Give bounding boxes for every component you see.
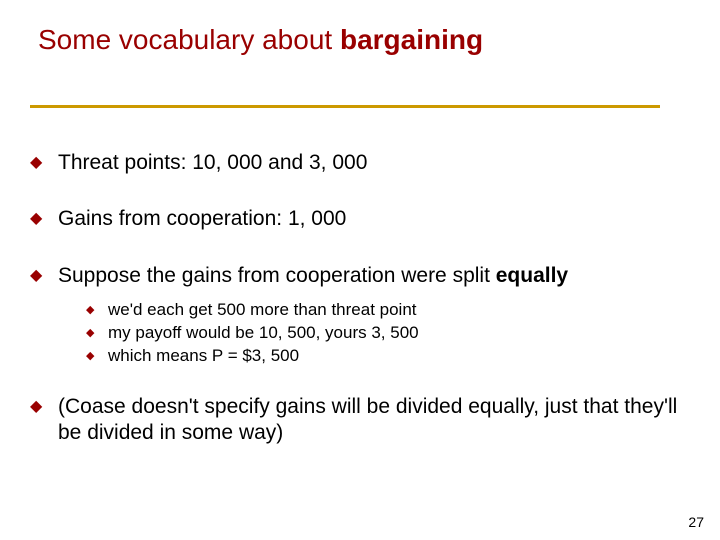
diamond-icon: ◆: [86, 345, 108, 364]
title-plain: Some vocabulary about: [38, 24, 340, 55]
sub-bullet-item: ◆ which means P = $3, 500: [86, 345, 690, 368]
diamond-icon: ◆: [30, 263, 58, 286]
bullet-item: ◆ (Coase doesn't specify gains will be d…: [30, 394, 690, 447]
sub-bullet-list: ◆ we'd each get 500 more than threat poi…: [86, 299, 690, 368]
sub-bullet-text: my payoff would be 10, 500, yours 3, 500: [108, 322, 690, 345]
bullet-text: (Coase doesn't specify gains will be div…: [58, 394, 690, 447]
diamond-icon: ◆: [30, 150, 58, 173]
diamond-icon: ◆: [30, 206, 58, 229]
sub-bullet-text: we'd each get 500 more than threat point: [108, 299, 690, 322]
bullet-text-bold: equally: [496, 264, 568, 287]
bullet-text: Threat points: 10, 000 and 3, 000: [58, 150, 690, 176]
sub-bullet-item: ◆ my payoff would be 10, 500, yours 3, 5…: [86, 322, 690, 345]
diamond-icon: ◆: [30, 394, 58, 417]
title-underline: [30, 105, 660, 108]
slide-content: ◆ Threat points: 10, 000 and 3, 000 ◆ Ga…: [30, 150, 690, 446]
diamond-icon: ◆: [86, 322, 108, 341]
bullet-text: Suppose the gains from cooperation were …: [58, 263, 690, 289]
sub-bullet-text: which means P = $3, 500: [108, 345, 690, 368]
diamond-icon: ◆: [86, 299, 108, 318]
title-bold: bargaining: [340, 24, 483, 55]
bullet-item: ◆ Threat points: 10, 000 and 3, 000: [30, 150, 690, 176]
bullet-text: Gains from cooperation: 1, 000: [58, 206, 690, 232]
page-number: 27: [688, 514, 704, 530]
sub-bullet-item: ◆ we'd each get 500 more than threat poi…: [86, 299, 690, 322]
slide-title: Some vocabulary about bargaining: [38, 24, 483, 56]
bullet-text-prefix: Suppose the gains from cooperation were …: [58, 264, 496, 287]
bullet-item: ◆ Suppose the gains from cooperation wer…: [30, 263, 690, 289]
bullet-item: ◆ Gains from cooperation: 1, 000: [30, 206, 690, 232]
